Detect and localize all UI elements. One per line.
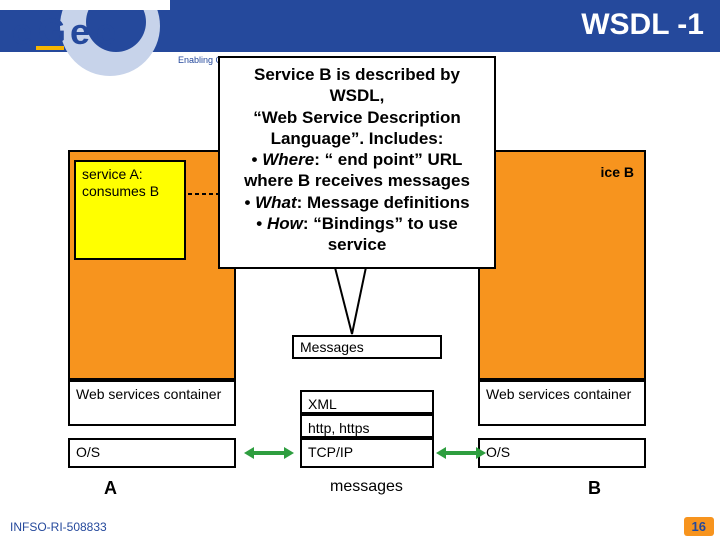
egee-logo: e G e e xyxy=(0,0,170,80)
page-number: 16 xyxy=(684,517,714,536)
svg-text:e: e xyxy=(12,11,32,52)
os-box-a: O/S xyxy=(68,438,236,468)
service-a-line1: service A: xyxy=(82,166,178,183)
tcp-box: TCP/IP xyxy=(300,438,434,468)
messages-box: Messages xyxy=(292,335,442,359)
slide-title: WSDL -1 xyxy=(581,8,704,42)
svg-text:e: e xyxy=(70,11,90,52)
web-services-container-b: Web services container xyxy=(478,380,646,426)
node-label-b: B xyxy=(588,478,601,499)
callout-line2: “Web Service Description xyxy=(230,107,484,128)
messages-bottom-label: messages xyxy=(330,478,403,496)
service-a-box: service A: consumes B xyxy=(74,160,186,260)
service-a-line2: consumes B xyxy=(82,183,178,200)
footer-id: INFSO-RI-508833 xyxy=(10,520,107,534)
svg-text:e: e xyxy=(96,11,116,52)
node-label-a: A xyxy=(104,478,117,499)
service-b-label: ice B xyxy=(601,164,634,180)
os-box-b: O/S xyxy=(478,438,646,468)
double-arrow-right-icon xyxy=(436,446,486,460)
double-arrow-left-icon xyxy=(244,446,294,460)
callout-what: • What: Message definitions xyxy=(230,192,484,213)
slide: WSDL -1 e G e e Enabling G ice B service… xyxy=(0,0,720,540)
callout-line1: Service B is described by WSDL, xyxy=(230,64,484,107)
callout-line3: Language”. Includes: xyxy=(230,128,484,149)
wsdl-callout: Service B is described by WSDL, “Web Ser… xyxy=(218,56,496,269)
service-b-container: ice B xyxy=(478,150,646,380)
web-services-container-a: Web services container xyxy=(68,380,236,426)
svg-text:G: G xyxy=(38,11,66,52)
callout-where: • Where: “ end point” URL where B receiv… xyxy=(230,149,484,192)
xml-box: XML xyxy=(300,390,434,414)
http-box: http, https xyxy=(300,414,434,438)
callout-how: • How: “Bindings” to use service xyxy=(230,213,484,256)
logo-tagline: Enabling G xyxy=(178,55,223,65)
